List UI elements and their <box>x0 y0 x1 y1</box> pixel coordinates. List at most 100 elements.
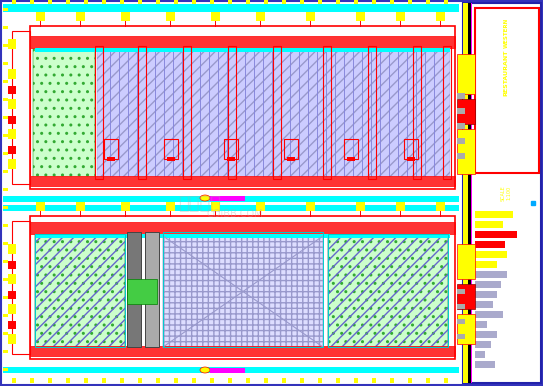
Bar <box>35 234 450 238</box>
Bar <box>475 351 485 358</box>
Bar <box>76 202 85 211</box>
Bar <box>8 261 16 269</box>
Bar <box>475 341 491 348</box>
Bar <box>35 234 125 347</box>
Bar <box>30 26 455 189</box>
Bar <box>457 54 475 94</box>
Bar <box>475 231 517 238</box>
Text: SCALE
1:100: SCALE 1:100 <box>501 185 512 201</box>
Bar <box>475 331 497 338</box>
Bar <box>457 334 465 339</box>
Bar <box>12 31 30 184</box>
Bar <box>36 202 45 211</box>
Bar <box>210 378 214 383</box>
Bar <box>457 289 465 294</box>
Bar <box>211 202 220 211</box>
Bar <box>475 241 505 248</box>
Bar <box>3 80 8 83</box>
Bar <box>97 38 450 181</box>
Bar <box>328 234 448 347</box>
Bar <box>138 46 146 179</box>
Bar <box>192 378 196 383</box>
Bar <box>3 206 8 209</box>
Ellipse shape <box>200 367 210 373</box>
Bar <box>120 0 124 4</box>
Bar <box>328 234 448 347</box>
Bar <box>457 244 475 279</box>
Bar <box>471 3 472 383</box>
Bar <box>3 4 459 12</box>
Bar <box>33 38 95 181</box>
Ellipse shape <box>200 195 210 201</box>
Text: WESTERN: WESTERN <box>503 18 508 48</box>
Bar <box>8 129 16 139</box>
Bar <box>30 216 455 359</box>
Bar <box>246 378 250 383</box>
Bar <box>336 378 340 383</box>
Bar <box>192 0 196 4</box>
Bar <box>356 12 365 21</box>
Bar <box>246 0 250 4</box>
Bar <box>3 44 8 47</box>
Bar <box>3 332 8 335</box>
Bar <box>287 157 295 161</box>
Bar <box>163 232 323 347</box>
Bar <box>444 378 448 383</box>
Bar <box>3 242 8 245</box>
Bar <box>404 139 418 159</box>
Bar <box>3 278 8 281</box>
Bar <box>443 46 451 179</box>
Bar <box>300 0 304 4</box>
Bar <box>8 274 16 284</box>
Bar <box>8 69 16 79</box>
Bar <box>163 232 323 347</box>
Bar <box>475 301 493 308</box>
Bar <box>457 138 465 144</box>
Bar <box>228 0 232 4</box>
Bar <box>66 378 70 383</box>
Bar <box>323 46 331 179</box>
Bar <box>273 46 281 179</box>
Bar <box>156 0 160 4</box>
Bar <box>30 216 455 359</box>
Bar <box>306 202 315 211</box>
Bar <box>3 116 8 119</box>
Bar <box>8 99 16 109</box>
Bar <box>8 116 16 124</box>
Bar <box>138 378 142 383</box>
Bar <box>408 378 412 383</box>
Bar <box>475 221 503 228</box>
Bar <box>35 234 125 347</box>
Bar <box>166 202 175 211</box>
Bar <box>12 378 16 383</box>
Bar <box>97 38 450 181</box>
Bar <box>8 321 16 329</box>
Bar <box>120 378 124 383</box>
Bar <box>247 196 282 201</box>
Bar <box>84 378 88 383</box>
Bar <box>356 202 365 211</box>
Bar <box>3 314 8 317</box>
Bar <box>107 157 115 161</box>
Bar <box>457 304 465 309</box>
Bar <box>408 0 412 4</box>
Bar <box>35 48 450 52</box>
Bar <box>463 3 541 383</box>
Bar <box>30 222 455 234</box>
Bar <box>463 3 468 383</box>
Bar <box>211 12 220 21</box>
Bar <box>457 319 465 324</box>
Bar <box>156 378 160 383</box>
Bar <box>3 26 8 29</box>
Bar <box>413 46 421 179</box>
Bar <box>30 36 455 48</box>
Bar <box>33 38 95 181</box>
Bar <box>457 153 465 159</box>
Bar <box>436 12 445 21</box>
Bar <box>174 0 178 4</box>
Bar <box>475 281 501 288</box>
Bar <box>426 0 430 4</box>
Bar <box>8 159 16 169</box>
Bar <box>210 0 214 4</box>
Bar <box>3 260 8 263</box>
